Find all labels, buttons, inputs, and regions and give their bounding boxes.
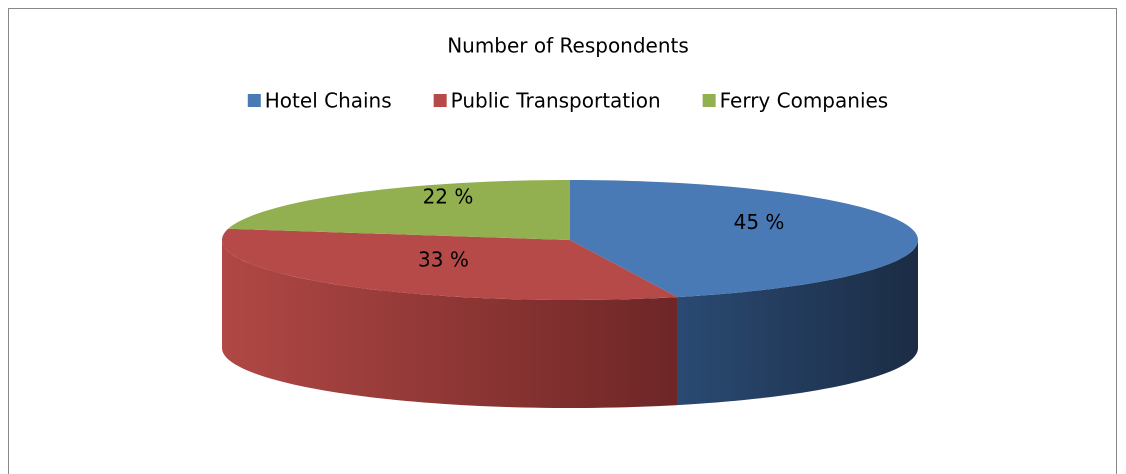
slice-side	[222, 240, 678, 408]
legend-swatch	[702, 94, 716, 107]
legend-swatch	[247, 94, 261, 107]
slice	[570, 180, 918, 298]
legend-label: Hotel Chains	[265, 89, 392, 113]
chart-title: Number of Respondents	[447, 34, 689, 58]
legend-label: Public Transportation	[451, 89, 661, 113]
slice	[228, 180, 570, 240]
legend-label: Ferry Companies	[720, 89, 889, 113]
data-label: 33 %	[418, 247, 469, 271]
slice	[222, 228, 678, 300]
legend-swatch	[433, 94, 447, 107]
data-label: 22 %	[423, 185, 474, 209]
data-label: 45 %	[734, 210, 785, 234]
slice-side	[677, 240, 918, 406]
